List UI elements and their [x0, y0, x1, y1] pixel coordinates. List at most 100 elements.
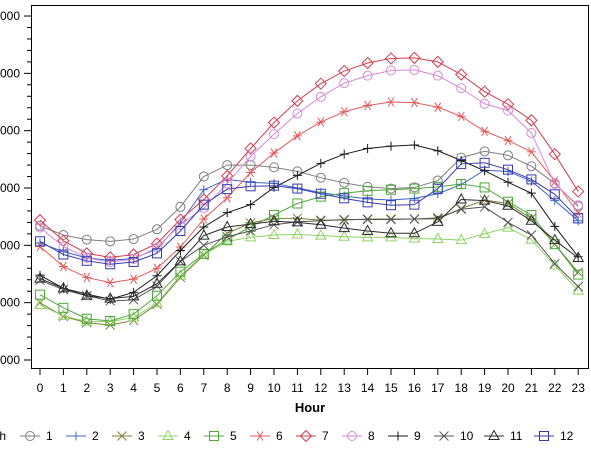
data-point [503, 105, 513, 116]
data-point [408, 51, 421, 65]
data-point [105, 259, 116, 270]
data-point [548, 258, 561, 270]
data-point [526, 188, 536, 198]
series-12 [35, 157, 584, 270]
y-tick-label: 000 [0, 353, 20, 367]
data-point [222, 192, 232, 203]
data-point [82, 272, 92, 283]
data-point [408, 231, 421, 243]
data-point [548, 233, 561, 245]
data-point [385, 226, 397, 238]
data-point [479, 195, 490, 205]
data-point [456, 158, 467, 169]
data-point [526, 230, 537, 240]
data-point [58, 302, 69, 313]
data-point [34, 298, 46, 309]
legend-item-1: 1 [20, 429, 53, 443]
legend-marker [209, 431, 219, 441]
data-point [244, 217, 257, 229]
data-point [433, 189, 443, 199]
data-point [269, 148, 279, 158]
legend-marker [25, 431, 35, 441]
data-point [339, 214, 350, 225]
data-point [339, 149, 349, 159]
x-tick-label: 13 [338, 381, 352, 395]
data-point [339, 188, 350, 199]
data-point [573, 200, 584, 211]
data-point [35, 275, 45, 286]
data-point [246, 200, 256, 210]
data-point [526, 174, 537, 185]
x-tick-label: 12 [314, 381, 328, 395]
legend-marker [347, 431, 357, 441]
legend-item-7: 7 [296, 429, 329, 443]
series-line [39, 150, 579, 242]
plot-frame [31, 5, 589, 369]
data-point [152, 299, 162, 310]
data-point [454, 68, 468, 81]
data-point [35, 222, 45, 233]
x-tick-label: 1 [60, 381, 67, 395]
data-point [221, 234, 234, 246]
data-point [104, 292, 117, 303]
data-point [431, 215, 444, 226]
data-point [152, 290, 162, 301]
data-point [455, 192, 468, 204]
data-point [103, 251, 117, 264]
data-point [127, 248, 140, 261]
x-tick-label: 4 [130, 381, 137, 395]
data-point [362, 185, 373, 196]
data-point [431, 232, 444, 244]
data-point [222, 178, 233, 189]
data-point [432, 70, 443, 81]
x-tick-label: 3 [107, 381, 114, 395]
data-point [432, 183, 443, 194]
data-point [549, 258, 560, 269]
data-point [81, 255, 92, 266]
data-point [386, 97, 396, 107]
legend-label: 3 [138, 429, 145, 443]
data-point [386, 65, 396, 76]
series-line [39, 101, 579, 284]
series-line [39, 144, 579, 300]
data-point [386, 195, 396, 205]
data-point [315, 188, 326, 199]
data-point [315, 172, 326, 183]
legend-item-12: 12 [534, 429, 574, 443]
legend-title: nth [0, 429, 6, 443]
data-point [361, 56, 374, 70]
data-point [572, 251, 585, 262]
data-point [386, 141, 396, 151]
data-point [479, 146, 490, 157]
data-point [384, 52, 398, 65]
data-point [550, 176, 560, 186]
data-point [80, 315, 93, 326]
data-point [197, 229, 210, 240]
data-point [549, 178, 560, 189]
legend-label: 7 [322, 429, 329, 443]
data-point [478, 85, 491, 98]
data-point [363, 143, 373, 153]
data-point [386, 200, 396, 211]
data-point [151, 296, 163, 308]
data-point [315, 91, 326, 102]
data-point [456, 178, 467, 189]
data-point [386, 184, 396, 195]
data-point [456, 204, 467, 215]
data-point [269, 129, 279, 140]
data-point [246, 167, 256, 178]
data-point [386, 214, 396, 225]
data-point [479, 98, 490, 109]
x-tick-label: 19 [478, 381, 492, 395]
x-tick-label: 20 [501, 381, 515, 395]
data-point [292, 108, 303, 119]
x-tick-label: 18 [455, 381, 469, 395]
series-5 [35, 178, 584, 327]
data-point [526, 161, 537, 172]
x-tick-label: 21 [525, 381, 539, 395]
data-point [222, 208, 232, 218]
data-point [81, 234, 92, 245]
series-8 [35, 64, 584, 267]
data-point [81, 313, 92, 324]
data-point [479, 157, 490, 168]
